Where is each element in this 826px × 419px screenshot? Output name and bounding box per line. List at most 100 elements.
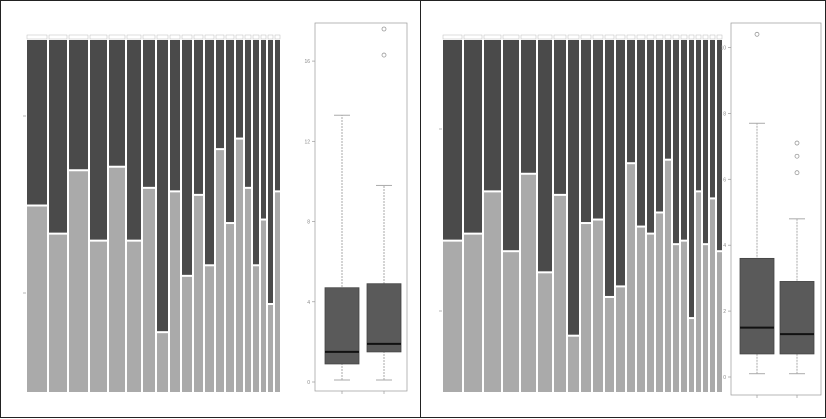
right-outlier	[754, 31, 760, 37]
left-bar-light-segment	[90, 240, 107, 392]
left-y-tick-label: 4	[307, 300, 310, 306]
left-bar-light-segment	[109, 166, 125, 392]
left-bar-light-segment	[216, 149, 224, 392]
right-bar-label-tab	[646, 34, 655, 40]
left-bar-label-tab	[267, 34, 274, 40]
right-bar-light-segment	[717, 251, 722, 392]
right-bar-label-tab	[664, 34, 672, 40]
right-bar-light-segment	[647, 233, 654, 392]
left-bar-label-tab	[89, 34, 108, 40]
left-bar-label-tab	[169, 34, 181, 40]
left-box-frame	[314, 22, 408, 392]
left-bar-light-segment	[182, 275, 192, 392]
left-bar-label-tab	[204, 34, 215, 40]
right-outlier	[794, 153, 800, 159]
left-bar-label-tab	[225, 34, 235, 40]
left-bar-dark-segment	[69, 40, 88, 171]
panel-left-chart-svg: 0 4 8 12 16	[23, 22, 408, 394]
right-bar-light-segment	[681, 240, 687, 392]
left-bar-light-segment	[261, 219, 266, 392]
left-bar-label-tab	[142, 34, 156, 40]
right-bar-dark-segment	[554, 40, 566, 195]
right-bar-dark-segment	[665, 40, 671, 160]
left-bar-label-tab	[274, 34, 281, 40]
right-bar-dark-segment	[637, 40, 645, 227]
right-bar-light-segment	[568, 335, 579, 392]
right-bar-dark-segment	[581, 40, 591, 224]
right-bar-light-segment	[673, 244, 679, 392]
right-bar-dark-segment	[717, 40, 722, 252]
left-bar-dark-segment	[49, 40, 67, 234]
right-bar-label-tab	[604, 34, 615, 40]
left-box	[366, 283, 402, 353]
left-bar-dark-segment	[109, 40, 125, 167]
right-bar-dark-segment	[538, 40, 552, 273]
right-bar-dark-segment	[647, 40, 654, 234]
left-bar-dark-segment	[236, 40, 243, 139]
right-bar-dark-segment	[503, 40, 519, 252]
right-bar-label-tab	[553, 34, 567, 40]
right-bar-dark-segment	[627, 40, 635, 164]
left-bar-dark-segment	[182, 40, 192, 276]
left-bar-dark-segment	[253, 40, 259, 266]
left-bar-label-tab	[126, 34, 142, 40]
left-y-tick-label: 12	[304, 139, 310, 145]
right-bar-label-tab	[655, 34, 664, 40]
left-bar-dark-segment	[157, 40, 168, 333]
right-outlier	[794, 140, 800, 146]
left-bar-light-segment	[27, 205, 47, 392]
left-bar-label-tab	[48, 34, 68, 40]
right-bar-light-segment	[581, 223, 591, 392]
left-bar-label-tab	[193, 34, 204, 40]
left-y-tick-label: 8	[307, 220, 310, 226]
right-bar-dark-segment	[673, 40, 679, 245]
right-bar-label-tab	[615, 34, 626, 40]
right-outlier	[794, 170, 800, 176]
right-bar-light-segment	[656, 212, 663, 392]
right-bar-light-segment	[616, 286, 625, 392]
right-bar-label-tab	[567, 34, 580, 40]
right-bar-light-segment	[710, 198, 715, 392]
right-bar-dark-segment	[681, 40, 687, 241]
right-bar-label-tab	[463, 34, 483, 40]
left-bar-light-segment	[127, 240, 141, 392]
right-bar-label-tab	[672, 34, 680, 40]
left-bar-label-tab	[215, 34, 225, 40]
right-bar-light-segment	[696, 191, 701, 392]
panel-left: 0 4 8 12 16	[0, 0, 421, 418]
panel-right: 0 2 4 6 8 10	[420, 0, 826, 418]
left-bar-light-segment	[268, 304, 273, 392]
right-bar-dark-segment	[605, 40, 614, 297]
right-bar-dark-segment	[696, 40, 701, 192]
left-bar-dark-segment	[261, 40, 266, 220]
right-bar-label-tab	[626, 34, 636, 40]
left-bar-dark-segment	[143, 40, 155, 188]
right-bar-label-tab	[580, 34, 592, 40]
right-y-tick-label: 10	[720, 45, 726, 51]
right-bar-light-segment	[689, 318, 694, 392]
left-bar-light-segment	[245, 187, 251, 392]
right-bar-light-segment	[605, 296, 614, 392]
right-box	[739, 257, 775, 355]
left-bar-label-tab	[244, 34, 252, 40]
left-bar-dark-segment	[268, 40, 273, 304]
left-bar-light-segment	[170, 191, 180, 392]
left-bar-dark-segment	[216, 40, 224, 150]
left-outlier	[381, 26, 387, 32]
left-bar-light-segment	[226, 223, 234, 392]
left-bar-dark-segment	[245, 40, 251, 188]
right-bar-label-tab	[702, 34, 709, 40]
right-bar-light-segment	[637, 226, 645, 392]
left-bar-label-tab	[156, 34, 169, 40]
left-bar-light-segment	[49, 233, 67, 392]
right-y-tick-label: 2	[723, 309, 726, 315]
right-bar-light-segment	[627, 163, 635, 392]
left-bar-dark-segment	[226, 40, 234, 224]
left-bar-label-tab	[260, 34, 267, 40]
right-bar-label-tab	[592, 34, 604, 40]
right-bar-dark-segment	[484, 40, 501, 192]
left-bar-dark-segment	[205, 40, 214, 266]
right-bar-dark-segment	[656, 40, 663, 213]
left-bar-label-tab	[181, 34, 193, 40]
